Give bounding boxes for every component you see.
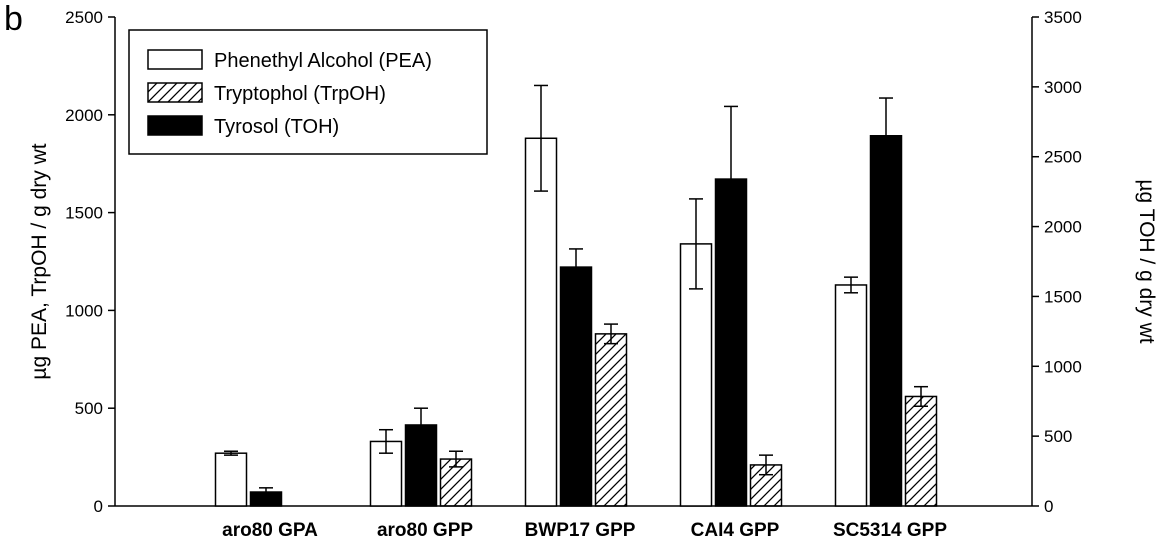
- x-category-label: BWP17 GPP: [525, 520, 636, 541]
- y-tick-label-left: 2500: [65, 8, 103, 27]
- x-category-label: aro80 GPA: [222, 520, 318, 541]
- bar-black-4: [869, 135, 903, 507]
- legend-swatch-hatch: [147, 82, 203, 103]
- y-tick-label-right: 3000: [1044, 78, 1082, 97]
- y-axis-title-right: µg TOH / g dry wt: [1135, 179, 1156, 343]
- legend: Phenethyl Alcohol (PEA) Tryptophol (TrpOH…: [128, 29, 488, 155]
- bar-hatch-4: [904, 395, 938, 507]
- y-tick-label-right: 2000: [1044, 218, 1082, 237]
- y-tick-label-left: 500: [75, 399, 103, 418]
- legend-label: Tryptophol (TrpOH): [214, 83, 386, 105]
- y-tick-label-left: 1500: [65, 204, 103, 223]
- bar-white-4: [834, 284, 868, 507]
- y-axis-title-left: µg PEA, TrpOH / g dry wt: [28, 143, 51, 379]
- y-tick-label-right: 3500: [1044, 8, 1082, 27]
- y-tick-label-right: 2500: [1044, 148, 1082, 167]
- legend-swatch-white: [147, 49, 203, 70]
- x-category-label: aro80 GPP: [377, 520, 473, 541]
- y-tick-label-left: 2000: [65, 106, 103, 125]
- y-tick-label-left: 0: [94, 497, 103, 516]
- x-category-label: SC5314 GPP: [833, 520, 947, 541]
- y-tick-label-right: 1000: [1044, 357, 1082, 376]
- legend-label: Tyrosol (TOH): [214, 116, 339, 138]
- legend-label: Phenethyl Alcohol (PEA): [214, 50, 432, 72]
- bar-hatch-2: [594, 333, 628, 507]
- y-tick-label-right: 1500: [1044, 287, 1082, 306]
- y-tick-label-right: 500: [1044, 427, 1072, 446]
- bar-black-2: [559, 266, 593, 507]
- y-tick-label-left: 1000: [65, 301, 103, 320]
- bar-white-0: [214, 452, 248, 507]
- bar-white-2: [524, 137, 558, 507]
- panel-label: b: [4, 0, 23, 38]
- y-tick-label-right: 0: [1044, 497, 1053, 516]
- legend-swatch-black: [147, 115, 203, 136]
- x-category-label: CAI4 GPP: [691, 520, 780, 541]
